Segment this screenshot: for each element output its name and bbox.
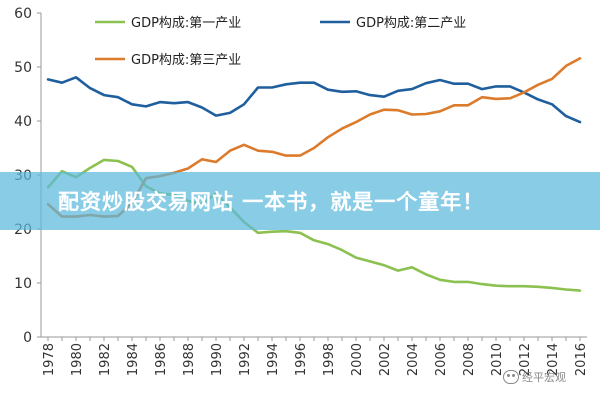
x-tick-label: 1982 — [98, 343, 113, 376]
wechat-icon — [503, 370, 519, 384]
x-tick-label: 1978 — [42, 343, 57, 376]
x-tick-label: 2014 — [546, 343, 561, 376]
legend-label-3: GDP构成:第三产业 — [131, 53, 241, 68]
banner-text: 配资炒股交易网站 一本书，就是一个童年！ — [58, 190, 485, 214]
x-tick-label: 2002 — [378, 343, 393, 376]
y-tick-label: 40 — [14, 114, 32, 130]
legend-label-2: GDP构成:第二产业 — [356, 16, 466, 31]
x-tick-label: 1994 — [266, 343, 281, 376]
x-tick-label: 2012 — [518, 343, 533, 376]
legend-label-1: GDP构成:第一产业 — [131, 16, 241, 31]
x-tick-label: 1986 — [154, 343, 169, 376]
x-tick-label: 1990 — [210, 343, 225, 376]
y-tick-label: 50 — [14, 60, 32, 76]
overlay-banner[interactable]: 配资炒股交易网站 一本书，就是一个童年！ — [0, 172, 600, 230]
x-tick-label: 2016 — [574, 343, 589, 376]
x-tick-label: 2008 — [462, 343, 477, 376]
x-tick-label: 1980 — [70, 343, 85, 376]
x-tick-label: 1988 — [182, 343, 197, 376]
x-tick-label: 2006 — [434, 343, 449, 376]
x-tick-label: 2000 — [350, 343, 365, 376]
watermark-text: 经平宏观 — [522, 371, 566, 384]
x-tick-label: 1984 — [126, 343, 141, 376]
series-line-2 — [46, 76, 582, 124]
x-tick-label: 2004 — [406, 343, 421, 376]
x-tick-label: 1998 — [322, 343, 337, 376]
watermark: 经平宏观 — [503, 369, 566, 385]
x-tick-label: 1996 — [294, 343, 309, 376]
x-tick-label: 1992 — [238, 343, 253, 376]
y-tick-label: 10 — [14, 276, 32, 292]
y-tick-label: 0 — [23, 330, 32, 346]
y-tick-label: 60 — [14, 6, 32, 22]
x-tick-label: 2010 — [490, 343, 505, 376]
